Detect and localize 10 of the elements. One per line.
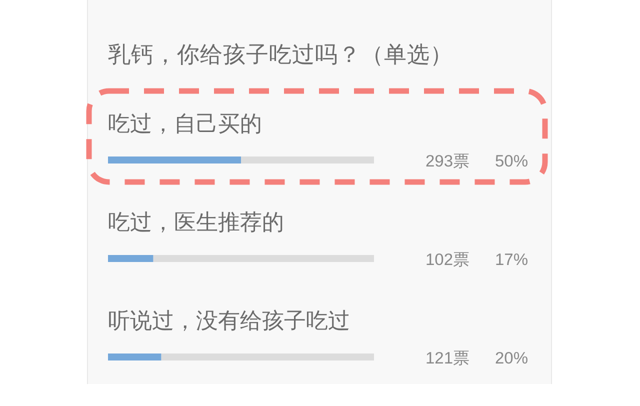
- text: 293票: [425, 152, 470, 170]
- chart-title: 乳钙，你给孩子吃过吗？（单选）: [108, 42, 453, 67]
- data-label: 50%: [494, 152, 528, 170]
- data-label: 17%: [494, 251, 528, 269]
- text: 121票: [425, 350, 470, 368]
- y-tick-label: 吃过，自己买的: [108, 111, 262, 136]
- text: 102票: [425, 251, 470, 269]
- data-label: 20%: [494, 350, 528, 368]
- y-tick-label: 吃过，医生推荐的: [108, 210, 284, 234]
- y-tick-label: 听说过，没有给孩子吃过: [108, 308, 350, 333]
